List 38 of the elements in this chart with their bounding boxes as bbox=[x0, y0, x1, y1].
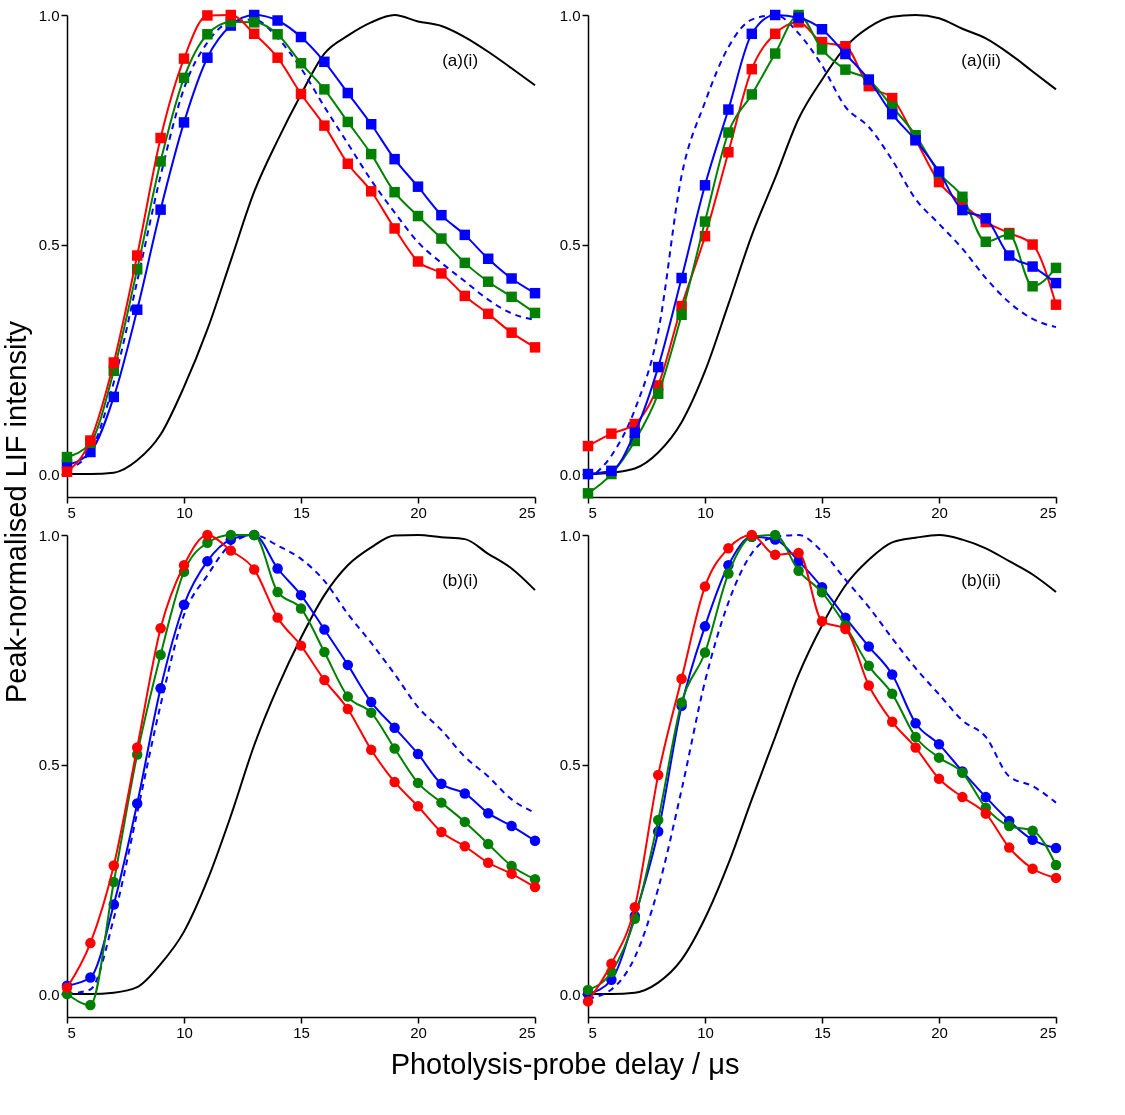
x-tick-label: 5 bbox=[588, 1023, 597, 1041]
y-tick-label: 0.5 bbox=[38, 756, 60, 774]
x-axis-title: Photolysis-probe delay / μs bbox=[390, 1048, 740, 1080]
y-tick-label: 0.0 bbox=[38, 465, 60, 483]
y-tick-label: 0.5 bbox=[38, 236, 60, 254]
x-tick-label: 10 bbox=[176, 503, 193, 521]
x-tick-label: 20 bbox=[931, 1023, 948, 1041]
x-tick-label: 15 bbox=[293, 503, 310, 521]
y-tick-label: 0.0 bbox=[559, 465, 581, 483]
annotation: (a)(ii) bbox=[961, 50, 1001, 70]
x-tick-label: 15 bbox=[293, 1023, 310, 1041]
y-tick-label: 1.0 bbox=[38, 6, 60, 24]
x-tick-label: 20 bbox=[931, 503, 948, 521]
x-tick-label: 25 bbox=[518, 1023, 536, 1041]
x-tick-label: 25 bbox=[518, 503, 536, 521]
x-tick-label: 10 bbox=[697, 503, 714, 521]
annotation: (b)(i) bbox=[442, 570, 479, 590]
x-tick-label: 5 bbox=[588, 503, 597, 521]
x-tick-label: 20 bbox=[410, 503, 427, 521]
x-tick-label: 10 bbox=[176, 1023, 193, 1041]
y-tick-label: 1.0 bbox=[559, 526, 581, 544]
y-tick-label: 1.0 bbox=[559, 6, 581, 24]
x-tick-label: 25 bbox=[1039, 503, 1057, 521]
annotation: (b)(ii) bbox=[961, 570, 1001, 590]
x-tick-label: 10 bbox=[697, 1023, 714, 1041]
y-tick-label: 0.0 bbox=[559, 985, 581, 1003]
annotation: (a)(i) bbox=[442, 50, 479, 70]
y-tick-label: 0.5 bbox=[559, 236, 581, 254]
x-tick-label: 20 bbox=[410, 1023, 427, 1041]
x-tick-label: 15 bbox=[814, 503, 831, 521]
y-tick-label: 0.5 bbox=[559, 756, 581, 774]
x-tick-label: 25 bbox=[1039, 1023, 1057, 1041]
y-axis-title: Peak-normalised LIF intensity bbox=[0, 320, 32, 703]
x-tick-label: 5 bbox=[67, 1023, 76, 1041]
y-tick-label: 1.0 bbox=[38, 526, 60, 544]
x-tick-label: 15 bbox=[814, 1023, 831, 1041]
x-tick-label: 5 bbox=[67, 503, 76, 521]
y-tick-label: 0.0 bbox=[38, 985, 60, 1003]
